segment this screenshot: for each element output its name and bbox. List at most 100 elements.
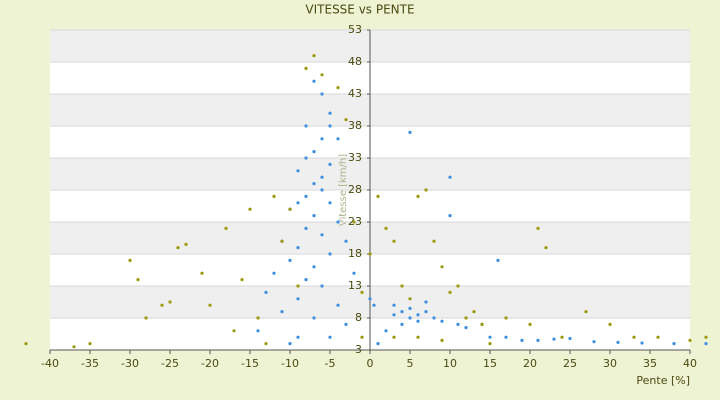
point [368, 252, 372, 256]
y-tick-label: 33 [348, 151, 362, 164]
point [320, 284, 324, 288]
point [384, 226, 388, 230]
x-tick-label: 40 [683, 357, 697, 370]
x-tick-label: 20 [523, 357, 537, 370]
point [280, 310, 284, 314]
point [312, 79, 316, 83]
point [304, 124, 308, 128]
point [704, 342, 708, 346]
point [336, 220, 340, 224]
point [432, 239, 436, 243]
point [360, 335, 364, 339]
point [320, 137, 324, 141]
point [400, 322, 404, 326]
point [416, 194, 420, 198]
point [296, 201, 300, 205]
point [544, 246, 548, 250]
point [296, 335, 300, 339]
point [328, 111, 332, 115]
point [328, 201, 332, 205]
point [168, 300, 172, 304]
x-axis-label: Pente [%] [636, 374, 690, 387]
point [416, 335, 420, 339]
y-tick-label: 13 [348, 279, 362, 292]
point [416, 319, 420, 323]
point [248, 207, 252, 211]
point [320, 233, 324, 237]
point [472, 310, 476, 314]
x-tick-label: -30 [121, 357, 139, 370]
y-tick-label: 53 [348, 23, 362, 36]
point [200, 271, 204, 275]
point [304, 66, 308, 70]
point [528, 322, 532, 326]
point [24, 342, 28, 346]
point [608, 322, 612, 326]
point [344, 239, 348, 243]
point [376, 194, 380, 198]
point [344, 322, 348, 326]
point [456, 322, 460, 326]
x-tick-label: -20 [201, 357, 219, 370]
point [372, 303, 376, 307]
point [256, 329, 260, 333]
point [408, 316, 412, 320]
point [240, 278, 244, 282]
point [296, 297, 300, 301]
point [264, 290, 268, 294]
point [384, 329, 388, 333]
point [136, 278, 140, 282]
point [312, 150, 316, 154]
point [488, 335, 492, 339]
point [400, 284, 404, 288]
point [288, 207, 292, 211]
point [304, 278, 308, 282]
point [560, 335, 564, 339]
point [72, 345, 76, 349]
point [320, 188, 324, 192]
point [440, 338, 444, 342]
point [232, 329, 236, 333]
point [520, 338, 524, 342]
point [160, 303, 164, 307]
point [424, 310, 428, 314]
point [440, 319, 444, 323]
point [328, 162, 332, 166]
point [408, 130, 412, 134]
point [424, 188, 428, 192]
point [312, 265, 316, 269]
x-tick-label: -25 [161, 357, 179, 370]
y-tick-label: 43 [348, 87, 362, 100]
y-tick-label: 48 [348, 55, 362, 68]
x-tick-label: 25 [563, 357, 577, 370]
y-tick-label: 8 [355, 311, 362, 324]
point [336, 137, 340, 141]
point [320, 73, 324, 77]
x-tick-label: 10 [443, 357, 457, 370]
point [408, 297, 412, 301]
point [328, 124, 332, 128]
point [328, 335, 332, 339]
point [208, 303, 212, 307]
point [264, 342, 268, 346]
point [320, 92, 324, 96]
point [584, 310, 588, 314]
point [288, 258, 292, 262]
x-tick-label: -15 [241, 357, 259, 370]
point [488, 342, 492, 346]
point [504, 335, 508, 339]
point [632, 335, 636, 339]
point [304, 194, 308, 198]
x-tick-label: 30 [603, 357, 617, 370]
point [296, 284, 300, 288]
point [320, 175, 324, 179]
point [464, 316, 468, 320]
point [352, 271, 356, 275]
point [128, 258, 132, 262]
point [304, 226, 308, 230]
x-tick-label: 5 [407, 357, 414, 370]
point [368, 297, 372, 301]
y-tick-label: 38 [348, 119, 362, 132]
point [568, 336, 572, 341]
